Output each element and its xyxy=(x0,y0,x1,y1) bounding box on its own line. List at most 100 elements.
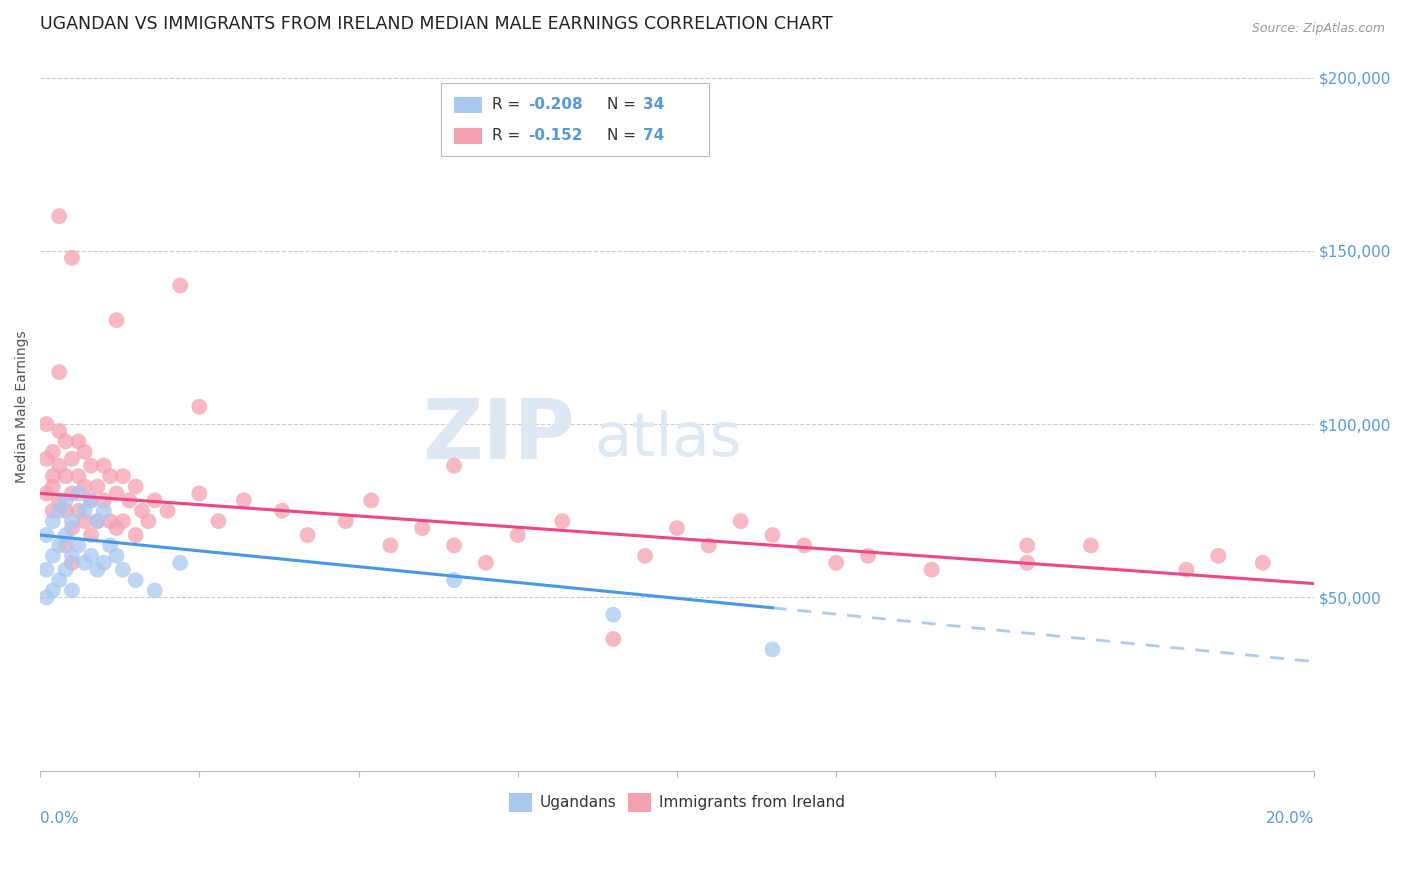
Point xyxy=(55,563,77,577)
Point xyxy=(80,493,103,508)
Point xyxy=(335,514,357,528)
Bar xyxy=(454,97,482,113)
Text: -0.152: -0.152 xyxy=(527,128,582,143)
Point xyxy=(1175,563,1198,577)
Text: -0.208: -0.208 xyxy=(527,97,582,112)
Point xyxy=(443,538,465,552)
Point xyxy=(35,417,58,431)
Point xyxy=(60,549,83,563)
Point xyxy=(93,493,115,508)
Text: N =: N = xyxy=(607,97,641,112)
Point xyxy=(60,451,83,466)
Point xyxy=(35,591,58,605)
Point xyxy=(73,556,96,570)
Point xyxy=(297,528,319,542)
Point xyxy=(86,563,108,577)
Point xyxy=(602,607,624,622)
Point xyxy=(48,365,70,379)
Point xyxy=(80,549,103,563)
Point xyxy=(188,486,211,500)
Point xyxy=(73,514,96,528)
Point xyxy=(169,278,191,293)
Point xyxy=(143,493,166,508)
Point xyxy=(98,538,121,552)
Text: atlas: atlas xyxy=(595,410,741,469)
Text: 20.0%: 20.0% xyxy=(1265,811,1313,826)
Point xyxy=(60,514,83,528)
Point xyxy=(475,556,498,570)
Point xyxy=(67,504,90,518)
Point xyxy=(665,521,688,535)
Point xyxy=(42,469,65,483)
Point xyxy=(60,556,83,570)
Point xyxy=(232,493,254,508)
Point xyxy=(48,458,70,473)
Point xyxy=(111,563,134,577)
Point xyxy=(551,514,574,528)
Point xyxy=(1251,556,1274,570)
Point xyxy=(80,528,103,542)
FancyBboxPatch shape xyxy=(441,83,709,156)
Text: N =: N = xyxy=(607,128,641,143)
Y-axis label: Median Male Earnings: Median Male Earnings xyxy=(15,330,30,483)
Text: 74: 74 xyxy=(643,128,664,143)
Point xyxy=(156,504,179,518)
Point xyxy=(55,538,77,552)
Point xyxy=(42,514,65,528)
Point xyxy=(93,458,115,473)
Point xyxy=(411,521,433,535)
Point xyxy=(634,549,657,563)
Point xyxy=(48,424,70,438)
Point xyxy=(42,504,65,518)
Point xyxy=(1206,549,1229,563)
Point xyxy=(138,514,160,528)
Point xyxy=(105,521,128,535)
Point xyxy=(825,556,848,570)
Point xyxy=(207,514,229,528)
Point xyxy=(506,528,529,542)
Point xyxy=(86,479,108,493)
Point xyxy=(169,556,191,570)
Point xyxy=(98,514,121,528)
Point xyxy=(42,479,65,493)
Point xyxy=(67,486,90,500)
Point xyxy=(73,479,96,493)
Point xyxy=(48,504,70,518)
Point xyxy=(761,528,783,542)
Point xyxy=(124,528,146,542)
Point xyxy=(93,556,115,570)
Point xyxy=(48,209,70,223)
Text: 34: 34 xyxy=(643,97,664,112)
Point xyxy=(42,549,65,563)
Point xyxy=(1017,556,1039,570)
Point xyxy=(697,538,720,552)
Point xyxy=(188,400,211,414)
Point xyxy=(48,573,70,587)
Point xyxy=(105,486,128,500)
Text: Source: ZipAtlas.com: Source: ZipAtlas.com xyxy=(1251,22,1385,36)
Point xyxy=(730,514,752,528)
Text: R =: R = xyxy=(492,128,526,143)
Point xyxy=(118,493,141,508)
Point xyxy=(35,451,58,466)
Point xyxy=(80,493,103,508)
Point xyxy=(55,493,77,508)
Point xyxy=(60,486,83,500)
Point xyxy=(67,538,90,552)
Point xyxy=(35,528,58,542)
Point xyxy=(131,504,153,518)
Point xyxy=(60,521,83,535)
Point xyxy=(143,583,166,598)
Point xyxy=(124,479,146,493)
Point xyxy=(42,583,65,598)
Point xyxy=(98,469,121,483)
Text: 0.0%: 0.0% xyxy=(41,811,79,826)
Point xyxy=(93,504,115,518)
Point xyxy=(55,504,77,518)
Point xyxy=(1080,538,1102,552)
Point xyxy=(105,549,128,563)
Point xyxy=(67,469,90,483)
Point xyxy=(55,528,77,542)
Legend: Ugandans, Immigrants from Ireland: Ugandans, Immigrants from Ireland xyxy=(503,787,851,818)
Point xyxy=(35,563,58,577)
